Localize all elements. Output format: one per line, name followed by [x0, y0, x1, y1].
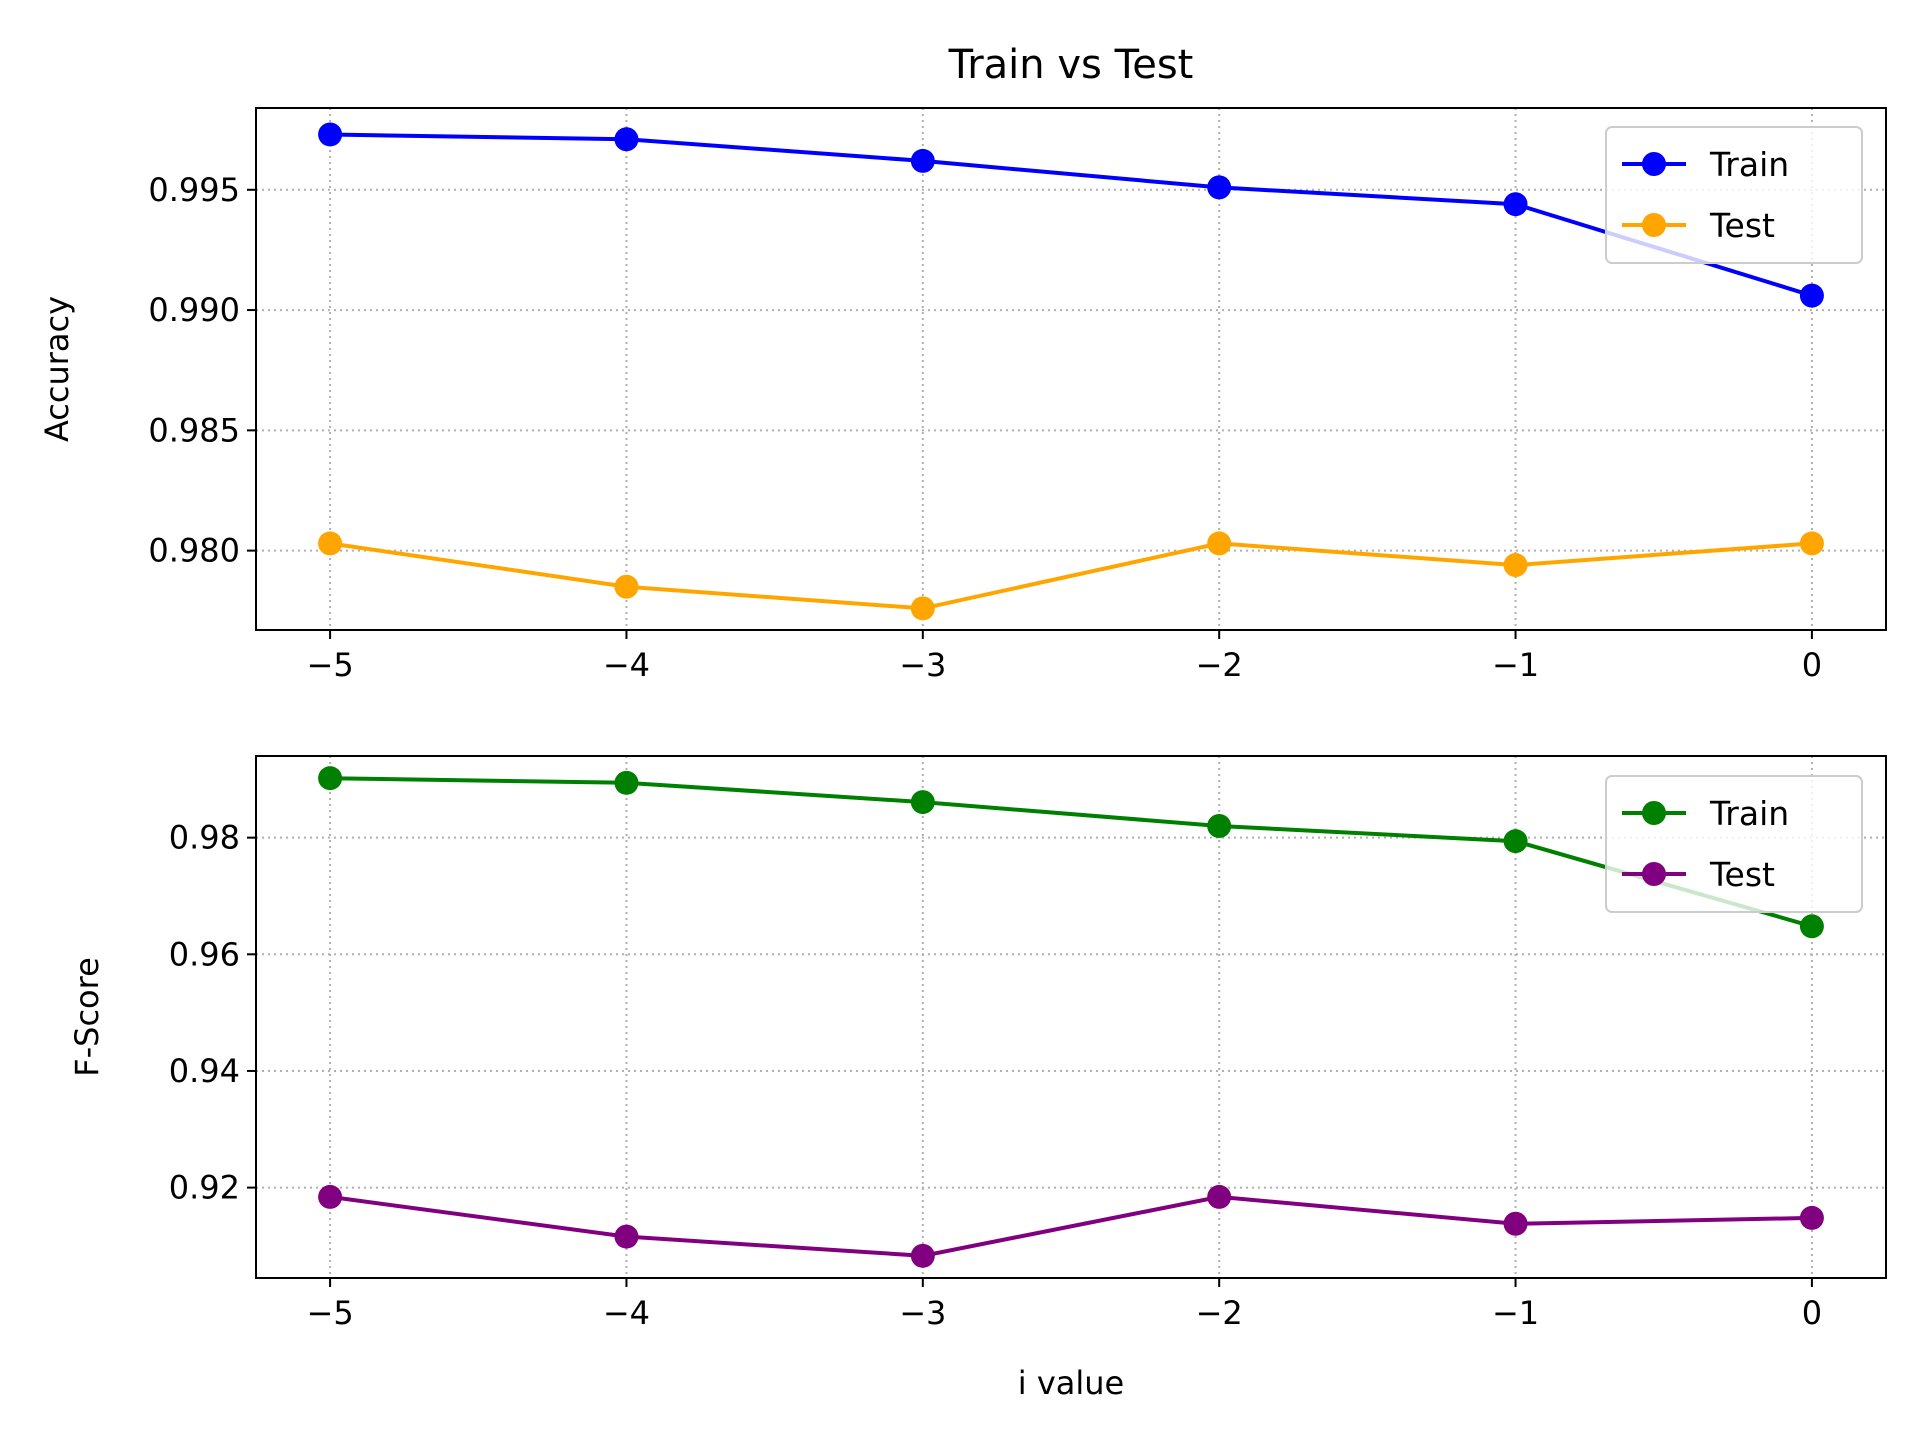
fscore-legend-label: Test [1709, 855, 1775, 894]
accuracy-train-point [614, 127, 639, 152]
accuracy-legend-entry-train: Train [1622, 145, 1789, 184]
accuracy-train-point [1207, 175, 1232, 200]
accuracy-train-line [330, 132, 1813, 298]
accuracy-legend-label: Test [1709, 206, 1775, 245]
fscore-test-point [1503, 1211, 1528, 1236]
fscore-series-test [318, 1184, 1824, 1268]
fscore-x-tick-label: −3 [899, 1294, 946, 1332]
fscore-legend-label: Train [1709, 794, 1789, 833]
accuracy-test-point [318, 531, 343, 556]
accuracy-x-tick-label: 0 [1802, 646, 1822, 684]
fscore-legend-marker [1642, 862, 1666, 886]
accuracy-y-tick-label: 0.995 [148, 171, 240, 209]
fscore-test-point [1799, 1205, 1824, 1230]
fscore-x-tick-label: −5 [307, 1294, 354, 1332]
accuracy-test-point [1207, 531, 1232, 556]
fscore-legend: Train Test [1605, 775, 1863, 913]
accuracy-train-point [318, 122, 343, 147]
fscore-x-tick-label: −4 [603, 1294, 650, 1332]
fscore-train-point [614, 770, 639, 795]
accuracy-train-point [1799, 283, 1824, 308]
accuracy-y-tick-label: 0.980 [148, 532, 240, 570]
accuracy-train-point [910, 148, 935, 173]
accuracy-grid [256, 108, 1886, 630]
fscore-test-point [910, 1243, 935, 1268]
accuracy-test-point [910, 596, 935, 621]
accuracy-y-tick-label: 0.985 [148, 411, 240, 449]
fscore-test-point [318, 1184, 343, 1209]
accuracy-test-point [1799, 531, 1824, 556]
accuracy-x-tick-label: −1 [1492, 646, 1539, 684]
fscore-x-tick-label: −2 [1196, 1294, 1243, 1332]
accuracy-test-point [1503, 553, 1528, 578]
accuracy-axes-frame [255, 107, 1887, 631]
fscore-subplot: −5 −4 −3 −2 −1 00.920.940.960.98F-ScoreTrainT… [68, 755, 1887, 1332]
fscore-y-tick-label: 0.94 [169, 1052, 240, 1090]
accuracy-x-tick-label: −2 [1196, 646, 1243, 684]
fscore-legend-marker [1642, 801, 1666, 825]
accuracy-legend-marker [1642, 152, 1666, 176]
fscore-y-tick-label: 0.98 [169, 819, 240, 857]
fscore-series-train [318, 766, 1824, 939]
fscore-x-tick-label: 0 [1802, 1294, 1822, 1332]
accuracy-y-tick-label: 0.990 [148, 291, 240, 329]
fscore-grid [256, 756, 1886, 1278]
accuracy-x-tick-label: −4 [603, 646, 650, 684]
accuracy-x-tick-label: −5 [307, 646, 354, 684]
fscore-y-tick-label: 0.92 [169, 1169, 240, 1207]
fscore-train-point [318, 766, 343, 791]
fscore-train-point [1503, 829, 1528, 854]
accuracy-y-axis-label: Accuracy [38, 296, 76, 442]
accuracy-legend-entry-test: Test [1622, 206, 1775, 245]
accuracy-x-tick-label: −3 [899, 646, 946, 684]
fscore-axes-frame [255, 755, 1887, 1279]
accuracy-train-point [1503, 192, 1528, 217]
fscore-train-line [330, 776, 1813, 929]
fscore-x-tick-label: −1 [1492, 1294, 1539, 1332]
fscore-legend-box [1605, 775, 1863, 913]
accuracy-legend-marker [1642, 213, 1666, 237]
fscore-y-tick-label: 0.96 [169, 935, 240, 973]
accuracy-test-point [614, 574, 639, 599]
fscore-legend-entry-test: Test [1622, 855, 1775, 894]
fscore-train-point [1207, 813, 1232, 838]
fscore-test-line [329, 1194, 1812, 1258]
accuracy-legend-label: Train [1709, 145, 1789, 184]
fscore-train-point [910, 790, 935, 815]
figure-title: Train vs Test [948, 42, 1194, 88]
accuracy-series-train [318, 122, 1824, 308]
fscore-legend-entry-train: Train [1622, 794, 1789, 833]
accuracy-legend-box [1605, 126, 1863, 264]
accuracy-test-line [329, 541, 1813, 611]
fscore-y-axis-label: F-Score [68, 957, 106, 1077]
accuracy-subplot: −5 −4 −3 −2 −1 0 0.980 0.985 0.990 0.995 Accuracy T… [38, 107, 1887, 684]
fscore-test-point [614, 1224, 639, 1249]
fscore-train-point [1799, 914, 1824, 939]
x-axis-label: i value [1018, 1364, 1124, 1402]
fscore-test-point [1207, 1184, 1232, 1209]
accuracy-legend: Train Test [1605, 126, 1863, 264]
accuracy-series-test [318, 531, 1824, 621]
